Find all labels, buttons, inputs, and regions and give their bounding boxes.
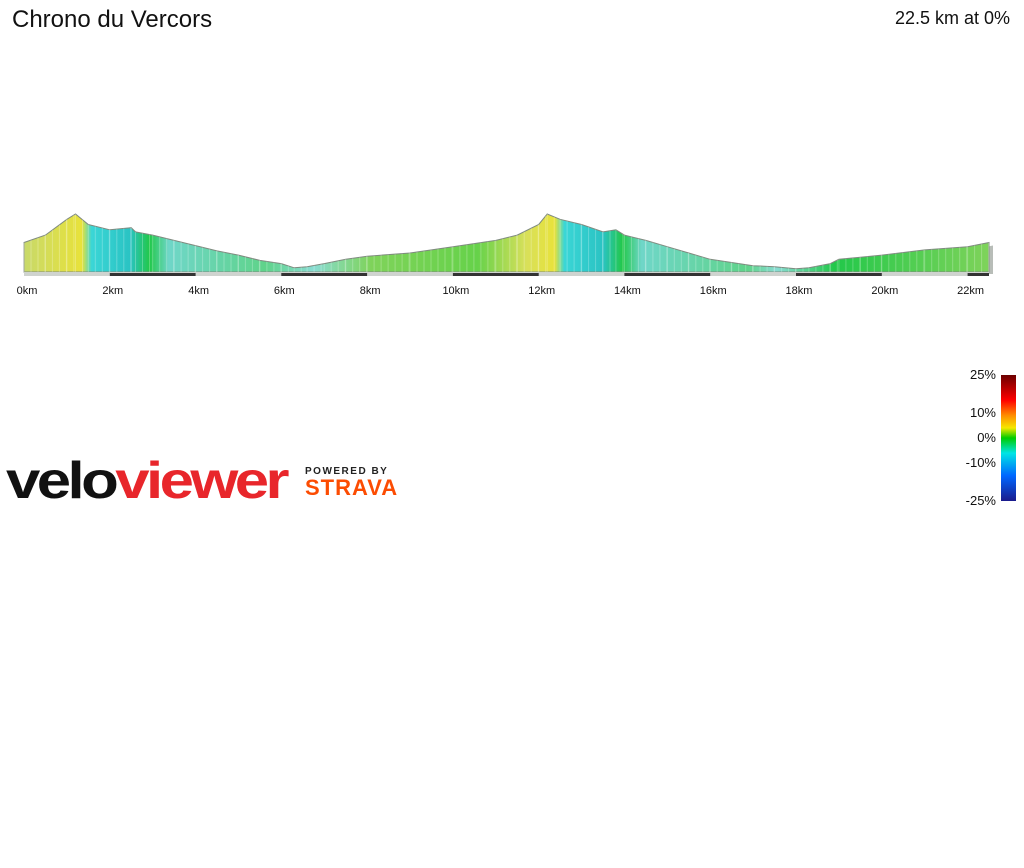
legend-label: 10% [969, 404, 996, 420]
distance-segment [109, 273, 196, 276]
x-tick-label: 10km [442, 285, 469, 297]
distance-segment [796, 273, 882, 276]
gradient-color-bar [1001, 375, 1016, 501]
strava-logo: STRAVA [305, 475, 399, 500]
x-axis-ticks: 0km 2km 4km 6km 8km 10km 12km 14km 16km 18km 20km 2… [17, 285, 984, 297]
distance-segment [984, 273, 989, 276]
x-tick-label: 6km [274, 285, 295, 297]
elevation-area [23, 213, 990, 273]
x-tick-label: 22km [957, 285, 984, 297]
x-tick-label: 16km [700, 285, 727, 297]
distance-segments [109, 273, 989, 276]
x-tick-label: 12km [528, 285, 555, 297]
veloviewer-wordmark: velo viewer [6, 452, 292, 510]
distance-segment [967, 273, 989, 276]
legend-label: -25% [965, 493, 996, 508]
legend-label: 0% [977, 430, 996, 445]
x-tick-label: 2km [102, 285, 123, 297]
x-tick-label: 0km [17, 285, 38, 297]
legend-label: 25% [969, 367, 996, 382]
x-tick-label: 4km [188, 285, 209, 297]
distance-segment [281, 273, 368, 276]
x-tick-label: 18km [786, 285, 813, 297]
powered-by-label: POWERED BY [305, 466, 389, 477]
distance-segment [452, 273, 539, 276]
elevation-profile-chart: 0km 2km 4km 6km 8km 10km 12km 14km 16km 18km 20km 2… [17, 213, 993, 297]
gradient-stripes [23, 214, 990, 272]
x-tick-label: 8km [360, 285, 381, 297]
x-tick-label: 14km [614, 285, 641, 297]
veloviewer-logo: velo viewer [6, 448, 296, 513]
page-title: Chrono du Vercors [12, 6, 213, 33]
x-tick-label: 20km [871, 285, 898, 297]
route-summary: 22.5 km at 0% [894, 8, 1010, 28]
strava-badge: POWERED BY STRAVA [305, 466, 398, 501]
legend-label: -10% [965, 455, 996, 471]
distance-segment [624, 273, 711, 276]
